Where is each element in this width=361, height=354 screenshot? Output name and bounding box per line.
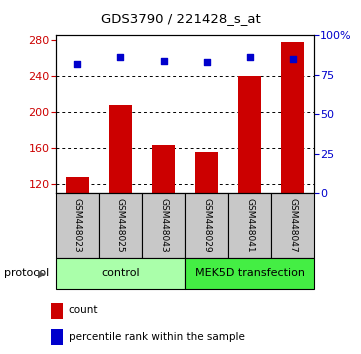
- Text: GSM448043: GSM448043: [159, 198, 168, 253]
- Text: MEK5D transfection: MEK5D transfection: [195, 268, 305, 279]
- Point: [118, 55, 123, 60]
- Text: GSM448047: GSM448047: [288, 198, 297, 253]
- Point: [290, 56, 295, 62]
- Point: [75, 61, 81, 67]
- Bar: [109, 105, 132, 193]
- Point: [247, 55, 252, 60]
- Bar: [238, 76, 261, 193]
- Text: count: count: [69, 306, 98, 315]
- Bar: [56, 193, 99, 258]
- Text: GSM448041: GSM448041: [245, 198, 254, 253]
- Text: GSM448029: GSM448029: [202, 198, 211, 253]
- Bar: [185, 193, 228, 258]
- Point: [161, 58, 166, 63]
- Bar: [281, 42, 304, 193]
- Bar: [66, 177, 89, 193]
- Text: GDS3790 / 221428_s_at: GDS3790 / 221428_s_at: [101, 12, 260, 25]
- Bar: [271, 193, 314, 258]
- Point: [204, 59, 209, 65]
- Text: GSM448023: GSM448023: [73, 198, 82, 253]
- Bar: [99, 193, 142, 258]
- Bar: [195, 153, 218, 193]
- Text: ▶: ▶: [38, 268, 45, 279]
- Bar: [152, 145, 175, 193]
- Bar: [228, 193, 271, 258]
- Bar: [142, 193, 185, 258]
- Bar: [185, 258, 314, 289]
- Text: percentile rank within the sample: percentile rank within the sample: [69, 332, 244, 342]
- Text: control: control: [101, 268, 140, 279]
- Bar: [56, 258, 185, 289]
- Text: GSM448025: GSM448025: [116, 198, 125, 253]
- Text: protocol: protocol: [4, 268, 49, 279]
